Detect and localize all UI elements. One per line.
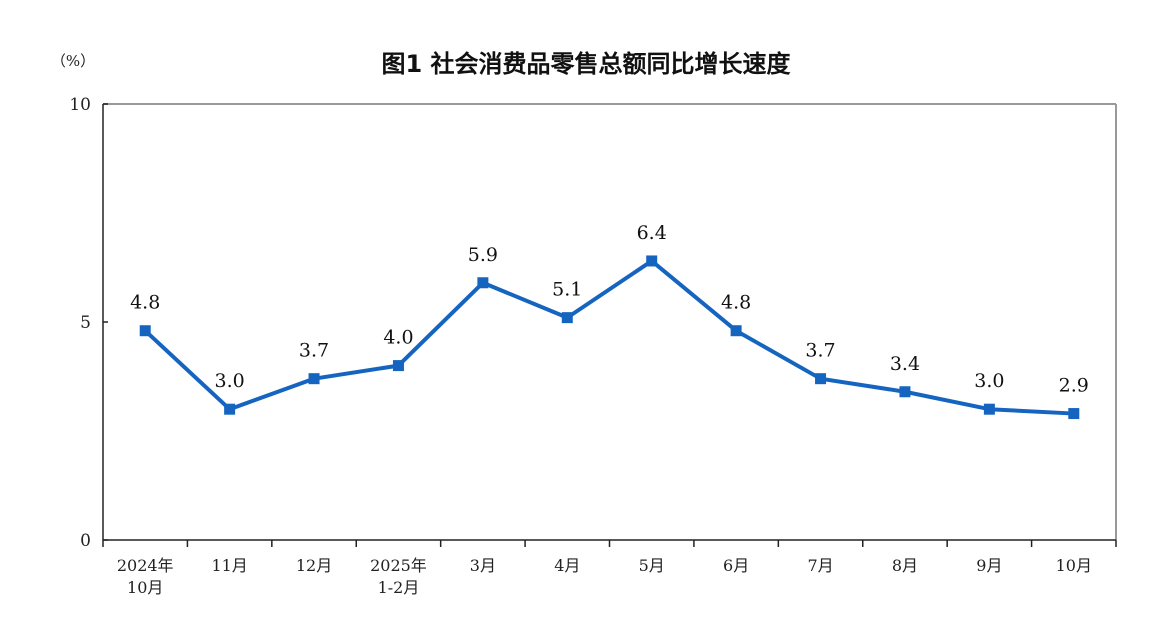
data-point [139,325,151,337]
x-tick-label: 11月 [211,556,247,575]
x-tick-label: 2025年 1-2月 [370,556,427,597]
data-point [983,403,995,415]
data-labels: 4.8 3.0 3.7 4.0 5.9 5.1 6.4 4.8 3.7 3.4 3.0 2.9 [130,222,1089,397]
data-label: 4.8 [130,292,160,314]
data-label: 5.9 [468,244,498,266]
data-label: 3.0 [215,370,245,392]
x-tick-label: 2024年 10月 [117,556,174,597]
data-point [730,325,742,337]
data-label: 4.0 [383,327,413,349]
x-tick-label: 6月 [723,556,749,575]
data-point [392,360,404,372]
data-point [308,373,320,385]
chart-title: 图1 社会消费品零售总额同比增长速度 [381,50,791,78]
data-label: 3.7 [299,340,329,362]
plot-frame [102,103,1117,541]
data-label: 6.4 [637,222,667,244]
data-label: 3.7 [805,340,835,362]
data-point [646,255,658,267]
series-line [143,258,1076,416]
data-point [1068,408,1080,420]
x-tick-label: 10月 [1056,556,1092,575]
x-tick-label: 7月 [807,556,833,575]
x-tick-label: 5月 [639,556,665,575]
data-label: 3.4 [890,353,920,375]
data-label: 5.1 [552,279,582,301]
data-point [815,373,827,385]
x-tick-label: 4月 [554,556,580,575]
data-point [224,403,236,415]
x-axis-labels: 2024年 10月 11月 12月 2025年 1-2月 3月 4月 5月 6月 7月 8月 9月 10月 [117,556,1092,597]
x-tick-label: 12月 [296,556,332,575]
y-tick-label: 10 [69,95,91,115]
series-line-group [143,258,1076,416]
y-tick-label: 0 [80,531,91,551]
x-tick-label: 3月 [470,556,496,575]
y-axis-ticks: 0 5 10 [69,95,108,551]
x-tick-label: 8月 [892,556,918,575]
data-label: 3.0 [974,370,1004,392]
data-label: 2.9 [1059,375,1089,397]
x-tick-label: 9月 [976,556,1002,575]
y-tick-label: 5 [80,313,91,333]
x-axis-ticks [102,540,1117,547]
series-markers [139,255,1080,420]
data-point [561,312,573,324]
data-label: 4.8 [721,292,751,314]
data-point [477,277,489,289]
data-point [899,386,911,398]
y-unit-label: （%） [51,52,95,70]
